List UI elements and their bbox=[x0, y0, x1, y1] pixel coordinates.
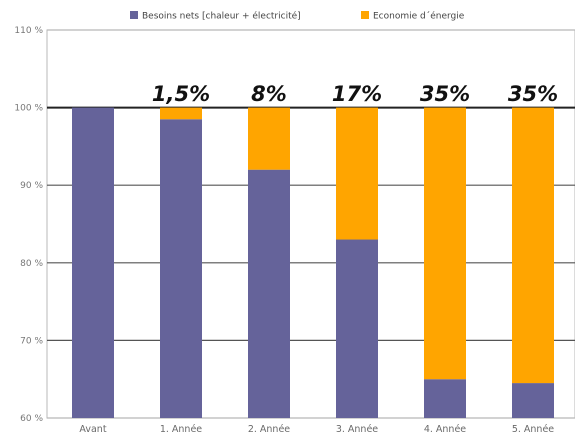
bar-besoins-5 bbox=[512, 383, 554, 418]
y-tick-label: 80 % bbox=[20, 259, 43, 269]
x-tick-label: Avant bbox=[79, 424, 106, 435]
bar-economie-3 bbox=[336, 107, 378, 240]
bar-economie-4 bbox=[424, 107, 466, 380]
savings-percent-label: 8% bbox=[251, 82, 287, 106]
y-tick-label: 70 % bbox=[20, 336, 43, 346]
x-tick-label: 4. Année bbox=[424, 424, 466, 435]
legend-label: Economie d´énergie bbox=[373, 11, 465, 22]
y-tick-label: 60 % bbox=[20, 414, 43, 424]
x-tick-label: 3. Année bbox=[336, 424, 378, 435]
bar-besoins-3 bbox=[336, 239, 378, 418]
x-tick-label: 5. Année bbox=[512, 424, 554, 435]
plot-area bbox=[46, 29, 575, 419]
y-tick-label: 90 % bbox=[20, 181, 43, 191]
bar-economie-1 bbox=[160, 107, 202, 120]
legend-swatch-1 bbox=[361, 11, 369, 19]
x-tick-label: 1. Année bbox=[160, 424, 202, 435]
bar-besoins-4 bbox=[424, 379, 466, 418]
savings-percent-label: 1,5% bbox=[152, 82, 210, 106]
bar-economie-5 bbox=[512, 107, 554, 384]
savings-percent-label: 35% bbox=[420, 82, 470, 106]
bar-economie-2 bbox=[248, 107, 290, 170]
bar-besoins-1 bbox=[160, 119, 202, 419]
savings-percent-label: 35% bbox=[508, 82, 558, 106]
y-tick-label: 100 % bbox=[14, 104, 43, 114]
x-tick-label: 2. Année bbox=[248, 424, 290, 435]
y-tick-label: 110 % bbox=[14, 26, 43, 36]
bar-besoins-2 bbox=[248, 169, 290, 418]
legend-label: Besoins nets [chaleur + électricité] bbox=[142, 11, 301, 22]
savings-percent-label: 17% bbox=[332, 82, 382, 106]
legend-swatch-0 bbox=[130, 11, 138, 19]
bar-besoins-0 bbox=[72, 107, 114, 418]
